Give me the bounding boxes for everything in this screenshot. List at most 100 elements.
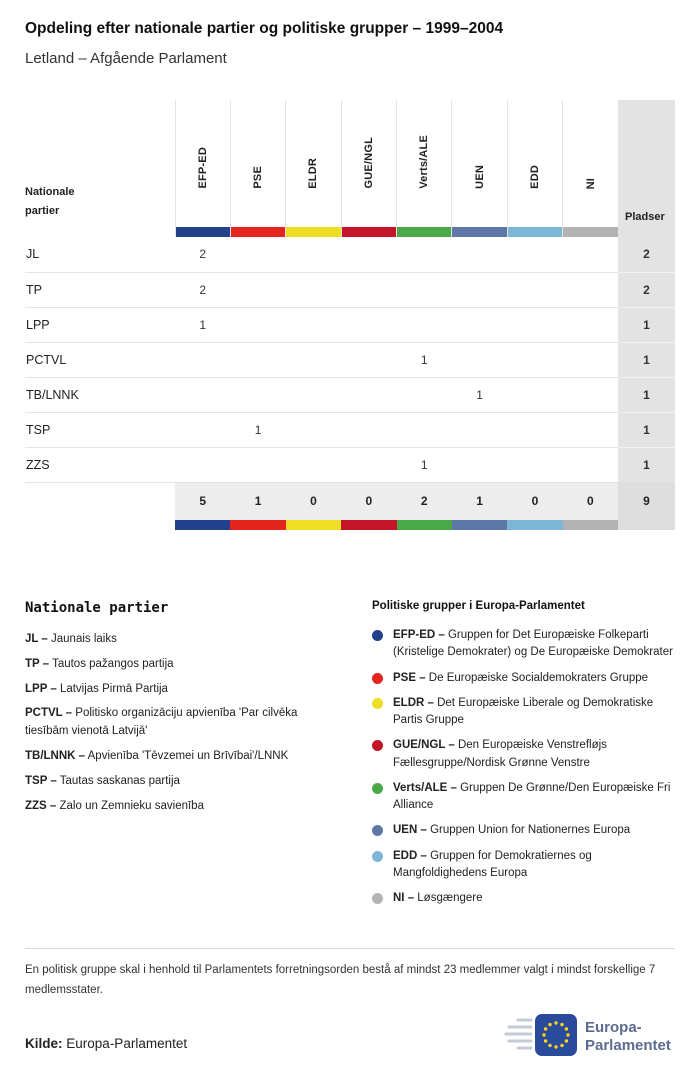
party-name: TB/LNNK [25,376,175,412]
group-color-bar [396,520,452,530]
seats-grand-total: 9 [618,481,675,520]
seat-cell [285,411,342,447]
row-seats-total: 2 [618,271,675,307]
seat-cell [451,411,508,447]
group-legend-text: PSE – De Europæiske Socialdemokraters Gr… [393,671,649,684]
seat-cell [562,446,618,482]
seat-cell [451,341,508,377]
group-label: EFP-ED [196,147,209,189]
seat-cell [562,271,618,307]
seat-cell [397,237,452,272]
seat-cell: 1 [396,341,452,377]
legend-section: Nationale partier JL – Jaunais laiks TP –… [25,600,675,915]
source-label: Kilde: [25,1036,63,1051]
group-color-bar [230,520,286,530]
group-legend-text: NI – Løsgængere [393,892,483,904]
seat-cell [396,306,452,342]
logo-text-line2: Parlamentet [585,1037,671,1054]
seat-cell [562,376,618,412]
seat-cell [286,237,341,272]
group-legend-item: NI – Løsgængere [372,890,675,907]
row-seats-total: 1 [618,341,675,377]
group-color-bar [175,520,231,530]
column-header-Verts/ALE: Verts/ALE [395,100,452,237]
group-legend-item: UEN – Gruppen Union for Nationernes Euro… [372,822,675,839]
party-name: ZZS [25,446,175,482]
column-header-parties: Nationale partier [25,100,175,237]
parties-legend-list: JL – Jaunais laiks TP – Tautos pažangos p… [25,631,337,816]
group-legend-item: PSE – De Europæiske Socialdemokraters Gr… [372,670,675,687]
group-label: GUE/NGL [362,137,375,189]
group-label: ELDR [307,158,320,189]
group-legend-text: UEN – Gruppen Union for Nationernes Euro… [393,824,631,837]
party-legend-item: TSP – Tautas saskanas partija [25,774,180,787]
row-seats-total: 1 [618,376,675,412]
seat-cell: 2 [175,271,231,307]
seat-cell [230,446,286,482]
group-label: EDD [528,165,541,189]
table-row: TSP 1 1 [25,411,675,447]
row-header-label: Nationale partier [25,185,75,217]
seat-cell [175,341,231,377]
party-legend-item: JL – Jaunais laiks [25,633,117,645]
table-row: LPP 1 1 [25,306,675,342]
footnote: En politisk gruppe skal i henhold til Pa… [25,964,656,996]
seat-cell [563,237,618,272]
table-body: JL 2 2 TP 2 2 LPP 1 1 PCTVL 1 1 TB/LNNK 1 1 TSP 1 1 ZZS 1 1 [25,237,675,482]
seat-cell [285,446,342,482]
seat-cell [230,306,286,342]
eu-stars [542,1021,570,1049]
group-color-bar [175,227,230,237]
group-color-dot [372,697,383,709]
group-color-bar [452,227,507,237]
seat-cell [507,237,562,272]
seat-cell [451,271,508,307]
seat-cell [507,271,563,307]
logo-text-line1: Europa- [585,1019,642,1036]
table-header-row: Nationale partier EFP-ED PSE ELDR GUE/NGL Ve… [25,100,675,237]
group-color-bar [341,227,396,237]
seat-cell [562,411,618,447]
group-legend-item: EFP-ED – Gruppen for Det Europæiske Folk… [372,627,675,662]
seat-cell [396,411,452,447]
seat-cell [341,446,397,482]
seat-cell: 2 [199,247,207,262]
page-subtitle: Letland – Afgående Parlament [25,50,227,67]
group-total: 0 [341,481,397,520]
group-color-dot [372,850,383,862]
seat-cell [285,341,342,377]
seat-cell [341,306,397,342]
seats-header-label: Pladser [625,211,665,223]
column-header-NI: NI [562,100,618,237]
seat-cell [230,376,286,412]
political-groups-legend: Politiske grupper i Europa-Parlamentet E… [372,600,675,915]
group-legend-text: ELDR – Det Europæiske Liberale og Demokr… [393,696,654,726]
party-name: LPP [25,306,175,342]
totals-spacer [25,481,175,520]
seat-cell [507,446,563,482]
party-legend-item: TP – Tautos pažangos partija [25,657,174,670]
column-header-pladser: Pladser [618,100,675,237]
seat-cell [341,411,397,447]
group-color-bar [341,520,397,530]
seat-cell [175,411,231,447]
seat-cell [507,411,563,447]
seat-cell [507,306,563,342]
party-legend-item: TB/LNNK – Apvienība 'Tēvzemei un Brīvība… [25,750,289,763]
group-color-bar [507,520,563,530]
seat-cell [175,376,231,412]
group-total: 0 [507,481,563,520]
group-total: 5 [175,481,231,520]
seat-cell [285,306,342,342]
party-name: JL [26,247,40,262]
group-total: 0 [285,481,342,520]
row-seats-total: 1 [618,446,675,482]
seat-cell [396,271,452,307]
national-parties-legend: Nationale partier JL – Jaunais laiks TP –… [25,600,337,915]
group-color-bar [562,520,618,530]
seat-cell [230,237,285,272]
group-color-dot [372,672,383,684]
seat-cell [230,271,286,307]
seat-cell [562,341,618,377]
